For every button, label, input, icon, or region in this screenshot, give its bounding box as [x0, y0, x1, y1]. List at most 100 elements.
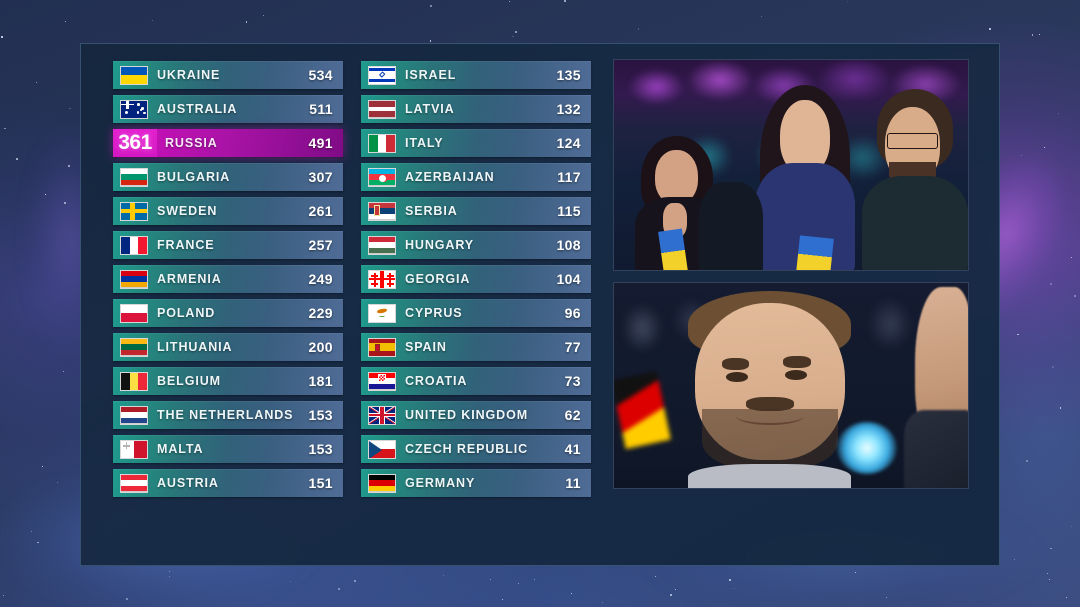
country-score: 261 — [308, 203, 333, 219]
audience-person-right — [861, 89, 968, 270]
audience-video-feed[interactable] — [613, 59, 969, 271]
latvia-flag — [368, 99, 396, 119]
audience-person-center — [749, 85, 862, 270]
scoreboard-row: GEORGIA 104 — [361, 265, 591, 293]
ukrainian-flag-small — [796, 235, 835, 270]
country-score: 135 — [556, 67, 581, 83]
scoreboard-row: ARMENIA 249 — [113, 265, 343, 293]
beard — [701, 409, 838, 473]
country-name: UKRAINE — [157, 68, 221, 82]
stage-light-glow — [837, 422, 898, 474]
scoreboard-row: AZERBAIJAN 117 — [361, 163, 591, 191]
italy-flag — [368, 133, 396, 153]
scoreboard-column-right: ISRAEL 135 LATVIA 132 ITALY 124 AZERBAIJAN 117 S… — [361, 61, 591, 503]
country-name: AZERBAIJAN — [405, 170, 495, 184]
country-name: CZECH REPUBLIC — [405, 442, 529, 456]
country-name: LATVIA — [405, 102, 455, 116]
country-score: 181 — [308, 373, 333, 389]
scoreboard-row: AUSTRIA 151 — [113, 469, 343, 497]
eyebrow-right — [783, 356, 811, 368]
contestant-video-feed[interactable] — [613, 282, 969, 489]
country-name: POLAND — [157, 306, 216, 320]
country-score: 117 — [557, 169, 581, 185]
czech-flag — [368, 439, 396, 459]
belgium-flag — [120, 371, 148, 391]
country-score: 229 — [308, 305, 333, 321]
scoreboard-panel: UKRAINE 534 AUSTRALIA 511 361 RUSSIA 491 BULGAR… — [80, 43, 1000, 566]
contestant-figure — [685, 291, 855, 488]
lithuania-flag — [120, 337, 148, 357]
country-name: RUSSIA — [165, 136, 218, 150]
country-score: 307 — [308, 169, 333, 185]
country-score: 41 — [564, 441, 581, 457]
country-name: BULGARIA — [157, 170, 231, 184]
country-score: 153 — [308, 407, 333, 423]
scoreboard-row: CZECH REPUBLIC 41 — [361, 435, 591, 463]
hungary-flag — [368, 235, 396, 255]
scoreboard-row: GERMANY 11 — [361, 469, 591, 497]
country-name: ISRAEL — [405, 68, 457, 82]
malta-flag — [120, 439, 148, 459]
eye-right — [785, 369, 808, 380]
eyebrow-left — [722, 358, 750, 370]
country-name: MALTA — [157, 442, 204, 456]
georgia-flag — [368, 269, 396, 289]
country-name: GEORGIA — [405, 272, 471, 286]
country-score: 153 — [308, 441, 333, 457]
scoreboard-row: LATVIA 132 — [361, 95, 591, 123]
country-name: BELGIUM — [157, 374, 221, 388]
france-flag — [120, 235, 148, 255]
country-score: 132 — [556, 101, 581, 117]
scoreboard-row: HUNGARY 108 — [361, 231, 591, 259]
country-name: THE NETHERLANDS — [157, 408, 294, 422]
country-score: 511 — [309, 101, 333, 117]
country-score: 73 — [564, 373, 581, 389]
rank-badge: 361 — [113, 129, 157, 157]
scoreboard-row: CYPRUS 96 — [361, 299, 591, 327]
netherlands-flag — [120, 405, 148, 425]
country-score: 151 — [308, 475, 333, 491]
sleeve — [904, 410, 968, 488]
bulgaria-flag — [120, 167, 148, 187]
country-name: HUNGARY — [405, 238, 475, 252]
azerbaijan-flag — [368, 167, 396, 187]
country-score: 115 — [557, 203, 581, 219]
country-name: CROATIA — [405, 374, 468, 388]
country-name: ITALY — [405, 136, 444, 150]
eye-left — [725, 371, 748, 382]
country-name: SPAIN — [405, 340, 447, 354]
spain-flag — [368, 337, 396, 357]
scoreboard-row: 361 RUSSIA 491 — [113, 129, 343, 157]
austria-flag — [120, 473, 148, 493]
scoreboard-row: BULGARIA 307 — [113, 163, 343, 191]
country-name: GERMANY — [405, 476, 476, 490]
croatia-flag — [368, 371, 396, 391]
scoreboard-row: POLAND 229 — [113, 299, 343, 327]
scoreboard-row: UKRAINE 534 — [113, 61, 343, 89]
scoreboard-row: SPAIN 77 — [361, 333, 591, 361]
scoreboard-column-left: UKRAINE 534 AUSTRALIA 511 361 RUSSIA 491 BULGAR… — [113, 61, 343, 503]
scoreboard-row: MALTA 153 — [113, 435, 343, 463]
australia-flag — [120, 99, 148, 119]
country-score: 77 — [564, 339, 581, 355]
country-name: ARMENIA — [157, 272, 222, 286]
country-name: SWEDEN — [157, 204, 218, 218]
scoreboard-row: SERBIA 115 — [361, 197, 591, 225]
country-score: 11 — [565, 475, 581, 491]
scoreboard-row: UNITED KINGDOM 62 — [361, 401, 591, 429]
country-name: SERBIA — [405, 204, 458, 218]
ukraine-flag — [120, 65, 148, 85]
country-name: CYPRUS — [405, 306, 463, 320]
country-score: 104 — [556, 271, 581, 287]
country-name: AUSTRIA — [157, 476, 219, 490]
audience-person-back — [698, 181, 763, 270]
country-score: 124 — [556, 135, 581, 151]
country-name: UNITED KINGDOM — [405, 408, 529, 422]
scoreboard-row: LITHUANIA 200 — [113, 333, 343, 361]
armenia-flag — [120, 269, 148, 289]
country-score: 534 — [308, 67, 333, 83]
poland-flag — [120, 303, 148, 323]
country-score: 96 — [564, 305, 581, 321]
serbia-flag — [368, 201, 396, 221]
